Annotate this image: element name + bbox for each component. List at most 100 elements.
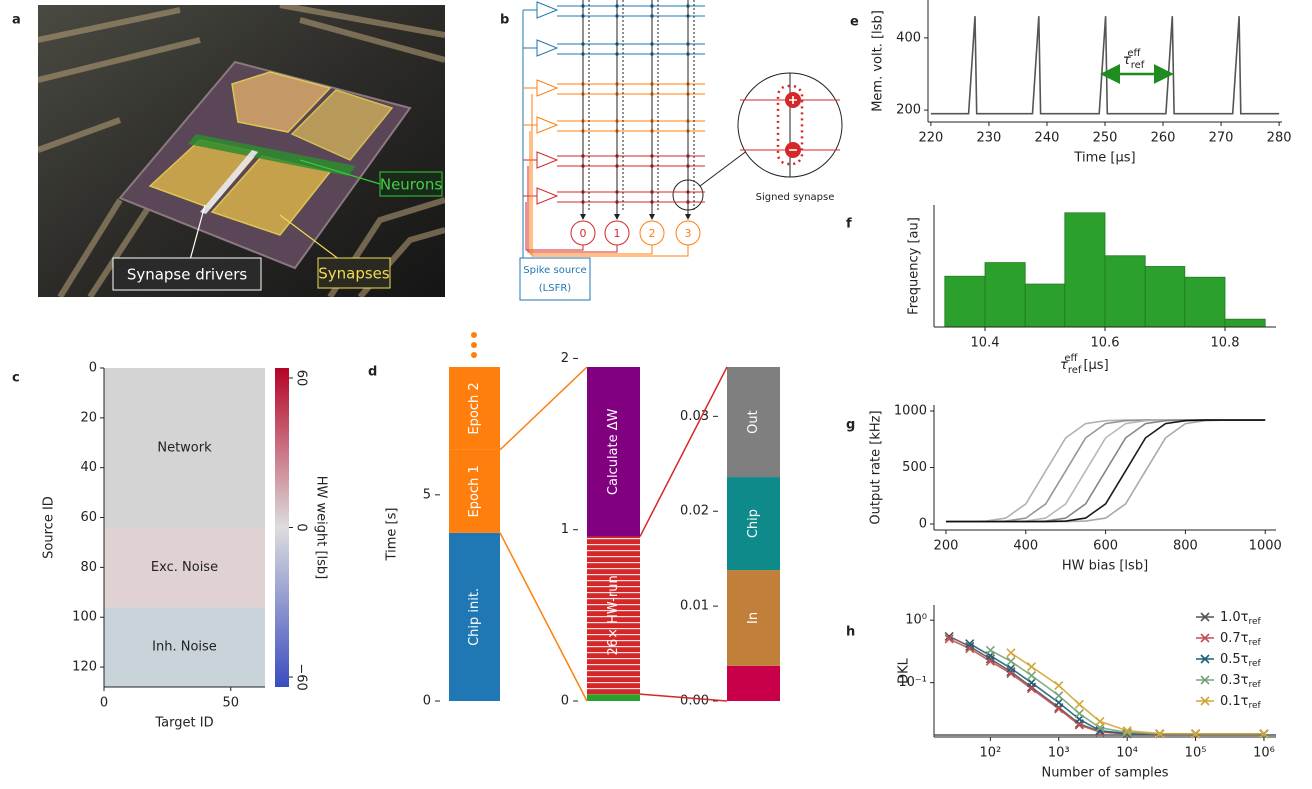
data-line [946,420,1265,521]
y-axis-label: Output rate [kHz] [869,410,884,524]
x-tick-label: 400 [1013,539,1038,554]
segment-label: Epoch 2 [467,382,482,434]
legend-name: 0.7τ [1220,631,1249,646]
rich-label: τrefeff[μs] [1060,353,1109,376]
driver [537,188,557,204]
y-axis-label: DKL [897,657,912,684]
histogram-bar [1065,213,1105,327]
histogram-bar [1225,319,1265,327]
segment-label: Chip [746,509,761,538]
x-tick-label: 250 [1093,131,1118,146]
y-tick-label: 20 [80,410,97,425]
panel-label: d [368,365,377,380]
panel-label: e [850,15,859,30]
colorbar-label: HW weight [lsb] [314,476,329,580]
marker [986,646,994,654]
y-tick-label: 60 [80,510,97,525]
legend-subscript: ref [1249,638,1262,648]
x-tick-label: 10⁴ [1116,746,1138,761]
marker [1007,649,1015,657]
y-tick-label: 0.00 [680,694,709,709]
legend-name: 0.3τ [1220,673,1249,688]
y-tick-label: 1000 [894,403,927,418]
source-label: Spike source [523,265,586,276]
legend-name: 1.0τ [1220,610,1249,625]
photo-label: Synapses [318,265,390,283]
marker [1075,710,1083,718]
histogram-bar [1105,256,1145,327]
legend-subscript: ref [1249,701,1262,711]
zoom-connector [500,533,587,701]
driver [537,117,557,133]
segment-label: Chip init. [467,588,482,646]
source-label: (LSFR) [539,283,572,294]
superscript: eff [1127,48,1141,59]
x-tick-label: 10⁵ [1185,746,1207,761]
x-tick-label: 260 [1151,131,1176,146]
marker [1055,682,1063,690]
y-tick-label: 100 [72,610,97,625]
segment-label: 26× HW-run [606,575,621,655]
legend-label: 0.1τref [1220,694,1262,711]
panel-label: a [12,13,21,28]
superscript: eff [1064,353,1078,364]
y-tick-label: 0 [89,361,97,376]
histogram-bar [1145,266,1185,327]
legend-label: 0.5τref [1220,652,1262,669]
histogram-bar [1025,284,1065,327]
y-tick-label: 40 [80,460,97,475]
x-axis-label: Time [μs] [1073,151,1135,166]
marker [1055,692,1063,700]
marker [1028,679,1036,687]
x-axis-label: HW bias [lsb] [1062,559,1148,574]
legend-subscript: ref [1249,659,1262,669]
panel-label: b [500,13,509,28]
marker [1028,672,1036,680]
driver [537,40,557,56]
histogram-bar [985,263,1025,327]
data-line [949,636,1264,733]
legend-label: 0.7τref [1220,631,1262,648]
y-axis-label: Mem. volt. [lsb] [871,10,886,112]
neuron-label: 3 [685,227,692,240]
figure: Neurons Synapse drivers Synapses Spike s… [0,0,1312,789]
x-tick-label: 270 [1209,131,1234,146]
colorbar-tick-label: 0 [294,523,309,531]
y-tick-label: 400 [896,30,921,45]
ellipsis-dot [471,352,477,358]
driver [537,2,557,18]
x-axis-label: Number of samples [1041,766,1168,781]
histogram-bar [945,276,985,327]
zoom-connector [500,367,587,450]
rich-label: τrefeff [1123,48,1145,71]
marker [1028,663,1036,671]
marker [1007,657,1015,665]
x-tick-label: 220 [918,131,943,146]
subscript: ref [1131,60,1145,71]
histogram-bar [1185,277,1225,327]
colorbar-tick-label: −60 [294,663,309,690]
unit: [μs] [1083,358,1108,373]
panel-label: g [846,418,855,433]
y-tick-label: 80 [80,560,97,575]
x-tick-label: 200 [934,539,959,554]
chip-photo: Neurons Synapse drivers Synapses [38,5,445,297]
legend-name: 0.5τ [1220,652,1249,667]
ellipsis-dot [471,342,477,348]
y-axis-label: Frequency [au] [907,217,922,315]
legend-name: 0.1τ [1220,694,1249,709]
legend-subscript: ref [1249,617,1262,627]
segment-label: Out [746,410,761,434]
x-tick-label: 800 [1173,539,1198,554]
y-tick-label: 1 [561,522,569,537]
region-label: Inh. Noise [152,640,217,655]
x-tick-label: 0 [100,696,108,711]
zoom-label: Signed synapse [756,192,835,203]
photo-label: Neurons [380,176,442,194]
neuron-label: 2 [649,227,656,240]
legend-subscript: ref [1249,680,1262,690]
x-tick-label: 1000 [1249,539,1282,554]
panel-label: c [12,371,20,386]
neuron-label: 1 [614,227,621,240]
subscript: ref [1068,365,1082,376]
